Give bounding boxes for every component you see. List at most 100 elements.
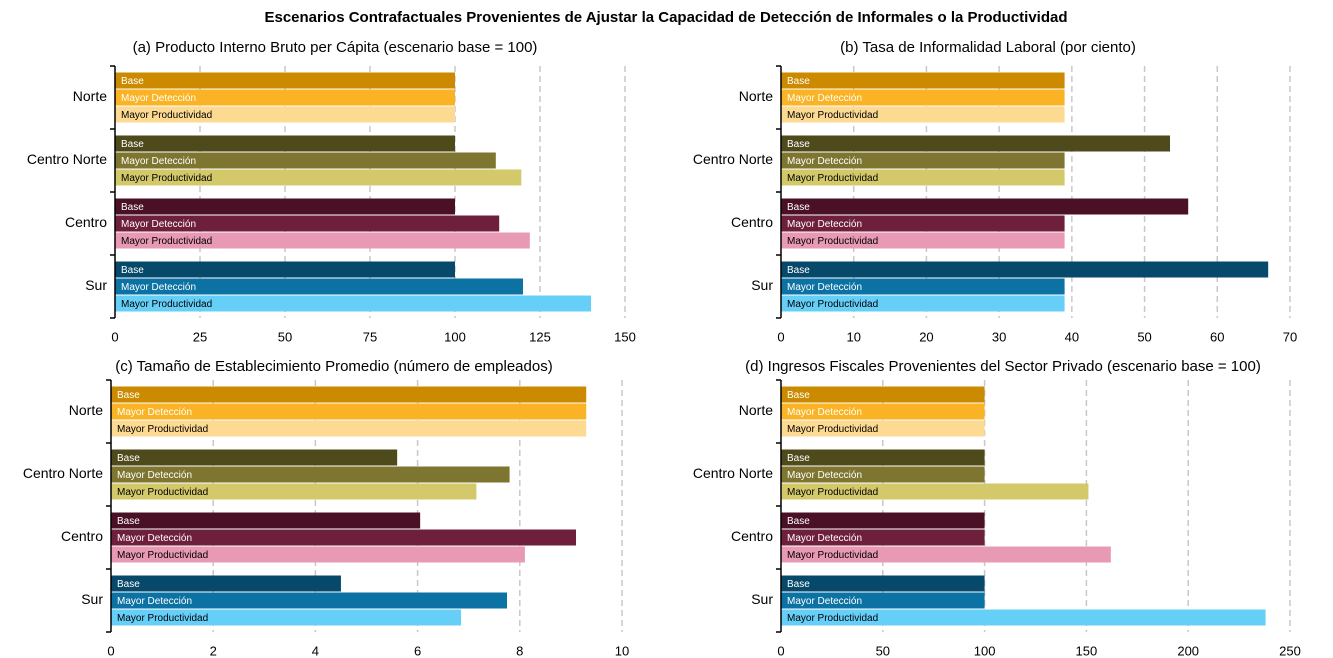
bar-label: Mayor Productividad bbox=[787, 550, 878, 561]
bar-label: Mayor Productividad bbox=[117, 424, 208, 435]
bar bbox=[781, 466, 985, 483]
category-label: Centro Norte bbox=[693, 151, 773, 167]
bar bbox=[781, 546, 1111, 563]
category-label: Centro bbox=[731, 528, 773, 544]
x-tick-label: 0 bbox=[111, 329, 118, 344]
x-tick-label: 40 bbox=[1065, 329, 1079, 344]
category-label: Norte bbox=[739, 402, 773, 418]
bar-label: Base bbox=[787, 390, 810, 401]
category-label: Norte bbox=[739, 88, 773, 104]
bar-label: Mayor Productividad bbox=[117, 487, 208, 498]
bar bbox=[781, 420, 985, 437]
panel-title: (b) Tasa de Informalidad Laboral (por ci… bbox=[840, 39, 1136, 56]
bar-label: Mayor Detección bbox=[117, 470, 192, 481]
x-tick-label: 4 bbox=[312, 643, 319, 658]
bar-label: Base bbox=[787, 516, 810, 527]
bar-label: Mayor Detección bbox=[787, 407, 862, 418]
bar bbox=[781, 386, 985, 403]
bar bbox=[115, 198, 455, 215]
bar bbox=[111, 529, 577, 546]
category-label: Centro bbox=[731, 214, 773, 230]
bar-label: Mayor Productividad bbox=[787, 487, 878, 498]
bar-label: Mayor Productividad bbox=[787, 613, 878, 624]
category-label: Norte bbox=[69, 402, 103, 418]
category-label: Norte bbox=[73, 88, 107, 104]
bar bbox=[111, 512, 421, 529]
bar bbox=[781, 72, 1065, 89]
bar bbox=[781, 106, 1065, 123]
bar bbox=[111, 449, 398, 466]
bar bbox=[115, 232, 530, 249]
bar-label: Mayor Productividad bbox=[787, 299, 878, 310]
bar-label: Mayor Productividad bbox=[121, 299, 212, 310]
x-tick-label: 0 bbox=[777, 643, 784, 658]
bar bbox=[115, 278, 523, 295]
category-label: Centro Norte bbox=[27, 151, 107, 167]
x-tick-label: 50 bbox=[876, 643, 890, 658]
x-tick-label: 2 bbox=[210, 643, 217, 658]
x-tick-label: 10 bbox=[846, 329, 860, 344]
bar-label: Mayor Detección bbox=[117, 533, 192, 544]
bar-label: Mayor Detección bbox=[117, 596, 192, 607]
bar-label: Base bbox=[117, 453, 140, 464]
bar bbox=[781, 89, 1065, 106]
bar bbox=[781, 483, 1089, 500]
bar bbox=[781, 169, 1065, 186]
bar bbox=[115, 106, 455, 123]
x-tick-label: 20 bbox=[919, 329, 933, 344]
bar-label: Base bbox=[117, 516, 140, 527]
x-tick-label: 125 bbox=[529, 329, 551, 344]
bar bbox=[781, 261, 1269, 278]
category-label: Centro bbox=[65, 214, 107, 230]
bar bbox=[111, 609, 462, 626]
bar bbox=[111, 592, 508, 609]
bar-label: Mayor Detección bbox=[787, 533, 862, 544]
x-tick-label: 25 bbox=[193, 329, 207, 344]
category-label: Sur bbox=[81, 591, 103, 607]
x-tick-label: 50 bbox=[278, 329, 292, 344]
bar-label: Mayor Detección bbox=[121, 282, 196, 293]
bar-label: Mayor Productividad bbox=[787, 173, 878, 184]
category-label: Sur bbox=[85, 277, 107, 293]
bar bbox=[115, 295, 591, 312]
category-label: Centro Norte bbox=[693, 465, 773, 481]
bar-label: Mayor Detección bbox=[121, 156, 196, 167]
bar bbox=[781, 403, 985, 420]
x-tick-label: 0 bbox=[777, 329, 784, 344]
bar bbox=[111, 546, 525, 563]
x-tick-label: 70 bbox=[1283, 329, 1297, 344]
bar bbox=[111, 466, 510, 483]
bar-label: Base bbox=[787, 139, 810, 150]
x-tick-label: 8 bbox=[516, 643, 523, 658]
x-tick-label: 30 bbox=[992, 329, 1006, 344]
bar-label: Base bbox=[121, 202, 144, 213]
bar bbox=[111, 403, 587, 420]
x-tick-label: 0 bbox=[107, 643, 114, 658]
bar bbox=[781, 512, 985, 529]
bar-label: Mayor Detección bbox=[787, 156, 862, 167]
x-tick-label: 10 bbox=[615, 643, 629, 658]
x-tick-label: 200 bbox=[1177, 643, 1199, 658]
bar bbox=[111, 386, 587, 403]
chart-title: Escenarios Contrafactuales Provenientes … bbox=[264, 9, 1067, 26]
x-tick-label: 100 bbox=[444, 329, 466, 344]
bar-label: Mayor Productividad bbox=[787, 236, 878, 247]
x-tick-label: 60 bbox=[1210, 329, 1224, 344]
bar-label: Mayor Detección bbox=[121, 93, 196, 104]
panel-title: (d) Ingresos Fiscales Provenientes del S… bbox=[745, 358, 1261, 375]
bar bbox=[115, 215, 500, 232]
bar-label: Mayor Productividad bbox=[787, 424, 878, 435]
bar bbox=[781, 152, 1065, 169]
bar-label: Base bbox=[787, 76, 810, 87]
bar bbox=[781, 198, 1189, 215]
bar bbox=[115, 72, 455, 89]
bar bbox=[781, 592, 985, 609]
bar-label: Base bbox=[117, 390, 140, 401]
x-tick-label: 75 bbox=[363, 329, 377, 344]
bar-label: Base bbox=[117, 579, 140, 590]
bar-label: Mayor Productividad bbox=[121, 236, 212, 247]
x-tick-label: 250 bbox=[1279, 643, 1301, 658]
bar bbox=[781, 449, 985, 466]
